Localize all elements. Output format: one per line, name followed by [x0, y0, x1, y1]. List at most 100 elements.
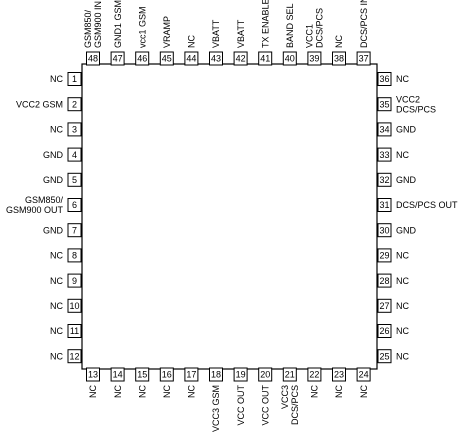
pin-33-box [377, 147, 392, 162]
pin-38-label: NC [334, 35, 344, 48]
pin-13-number: 13 [88, 370, 98, 380]
pin-15-number: 15 [137, 370, 147, 380]
pin-34-number: 34 [379, 125, 389, 135]
pin-21-box [282, 367, 297, 382]
pin-33-label: NC [396, 150, 409, 160]
pin-47-number: 47 [113, 54, 123, 64]
pin-42-label: VBATT [236, 19, 246, 48]
pin-26-box [377, 324, 392, 338]
pin-37-box [356, 51, 371, 66]
pin-34-label: GND [396, 125, 417, 135]
pin-4-box [67, 147, 82, 162]
pin-10-number: 10 [69, 301, 79, 311]
pin-19-box [233, 367, 248, 382]
pin-31-box [377, 198, 392, 212]
pin-29-label: NC [396, 251, 409, 261]
pin-20-number: 20 [260, 370, 270, 380]
pin-31-label: DCS/PCS OUT [396, 200, 458, 210]
pin-25-box [377, 349, 392, 364]
pin-1-number: 1 [72, 74, 77, 84]
pin-40-box [282, 51, 297, 66]
pin-43-box [209, 51, 223, 66]
pin-18-box [209, 367, 223, 382]
pin-2-box [67, 97, 82, 112]
pin-46-label: vcc1 GSM [137, 6, 147, 48]
pin-25-label: NC [396, 351, 409, 361]
pin-37-label: DCS/PCS IN [359, 0, 369, 48]
pin-14-number: 14 [113, 370, 123, 380]
pin-17-number: 17 [186, 370, 196, 380]
pin-28-number: 28 [379, 276, 389, 286]
pin-41-number: 41 [260, 54, 270, 64]
pin-3-box [67, 122, 82, 137]
pin-24-number: 24 [359, 370, 369, 380]
pin-39-label: DCS/PCS [315, 8, 325, 48]
pin-44-label: NC [187, 35, 197, 48]
pin-19-number: 19 [236, 370, 246, 380]
pin-47-box [110, 51, 125, 66]
pin-group: 1 NC 2 VCC2 GSM 3 NC 4 GND 5 GND 6 GSM850/GSM900 OU… [6, 0, 458, 432]
pin-13-box [86, 367, 100, 382]
pin-14-label: NC [113, 385, 123, 398]
pin-18-label: VCC3 GSM [211, 385, 221, 432]
pin-30-label: GND [396, 225, 417, 235]
pin-46-number: 46 [137, 54, 147, 64]
pin-7-number: 7 [72, 225, 77, 235]
pin-40-label: BAND SEL [285, 3, 295, 48]
pin-12-label: NC [50, 351, 63, 361]
pin-5-label: GND [43, 175, 64, 185]
pin-20-label: VCC OUT [260, 384, 270, 425]
pin-38-number: 38 [334, 54, 344, 64]
pin-48-number: 48 [88, 54, 98, 64]
pin-9-number: 9 [72, 276, 77, 286]
pin-46-box [135, 51, 150, 66]
pin-39-box [307, 51, 322, 66]
pin-43-number: 43 [211, 54, 221, 64]
pin-21-label: DCS/PCS [290, 385, 300, 425]
pin-18-number: 18 [211, 370, 221, 380]
pin-11-box [67, 324, 82, 338]
pin-28-box [377, 273, 392, 288]
pin-23-number: 23 [334, 370, 344, 380]
pin-42-box [233, 51, 248, 66]
pin-34-box [377, 122, 392, 137]
pin-23-box [332, 367, 346, 382]
pin-36-box [377, 72, 392, 86]
pin-33-number: 33 [379, 150, 389, 160]
pin-30-box [377, 223, 392, 238]
pin-44-box [184, 51, 199, 66]
pin-7-box [67, 223, 82, 238]
pin-36-label: NC [396, 74, 409, 84]
pin-19-label: VCC OUT [236, 384, 246, 425]
pin-32-box [377, 172, 392, 187]
pin-17-label: NC [187, 385, 197, 398]
pin-27-box [377, 298, 392, 313]
pin-16-number: 16 [162, 370, 172, 380]
pin-31-number: 31 [379, 200, 389, 210]
pin-32-number: 32 [379, 175, 389, 185]
pin-2-label: VCC2 GSM [16, 99, 63, 109]
pin-15-label: NC [137, 385, 147, 398]
pin-6-label: GSM900 OUT [6, 205, 64, 215]
pin-12-number: 12 [69, 351, 79, 361]
pin-12-box [67, 349, 82, 364]
pin-35-number: 35 [379, 99, 389, 109]
pin-11-label: NC [50, 326, 63, 336]
pin-44-number: 44 [186, 54, 196, 64]
pin-35-label: VCC2 [396, 94, 420, 104]
pin-21-number: 21 [285, 370, 295, 380]
pin-10-box [67, 298, 82, 313]
package-body [81, 63, 378, 370]
pin-45-number: 45 [162, 54, 172, 64]
pin-28-label: NC [396, 276, 409, 286]
pin-43-label: VBATT [211, 19, 221, 48]
pin-45-box [159, 51, 174, 66]
pin-40-number: 40 [285, 54, 295, 64]
pin-6-number: 6 [72, 200, 77, 210]
pin-41-label: TX ENABLE [260, 0, 270, 48]
pin-5-number: 5 [72, 175, 77, 185]
pin-1-label: NC [50, 74, 63, 84]
pin-3-number: 3 [72, 125, 77, 135]
pin-14-box [110, 367, 125, 382]
